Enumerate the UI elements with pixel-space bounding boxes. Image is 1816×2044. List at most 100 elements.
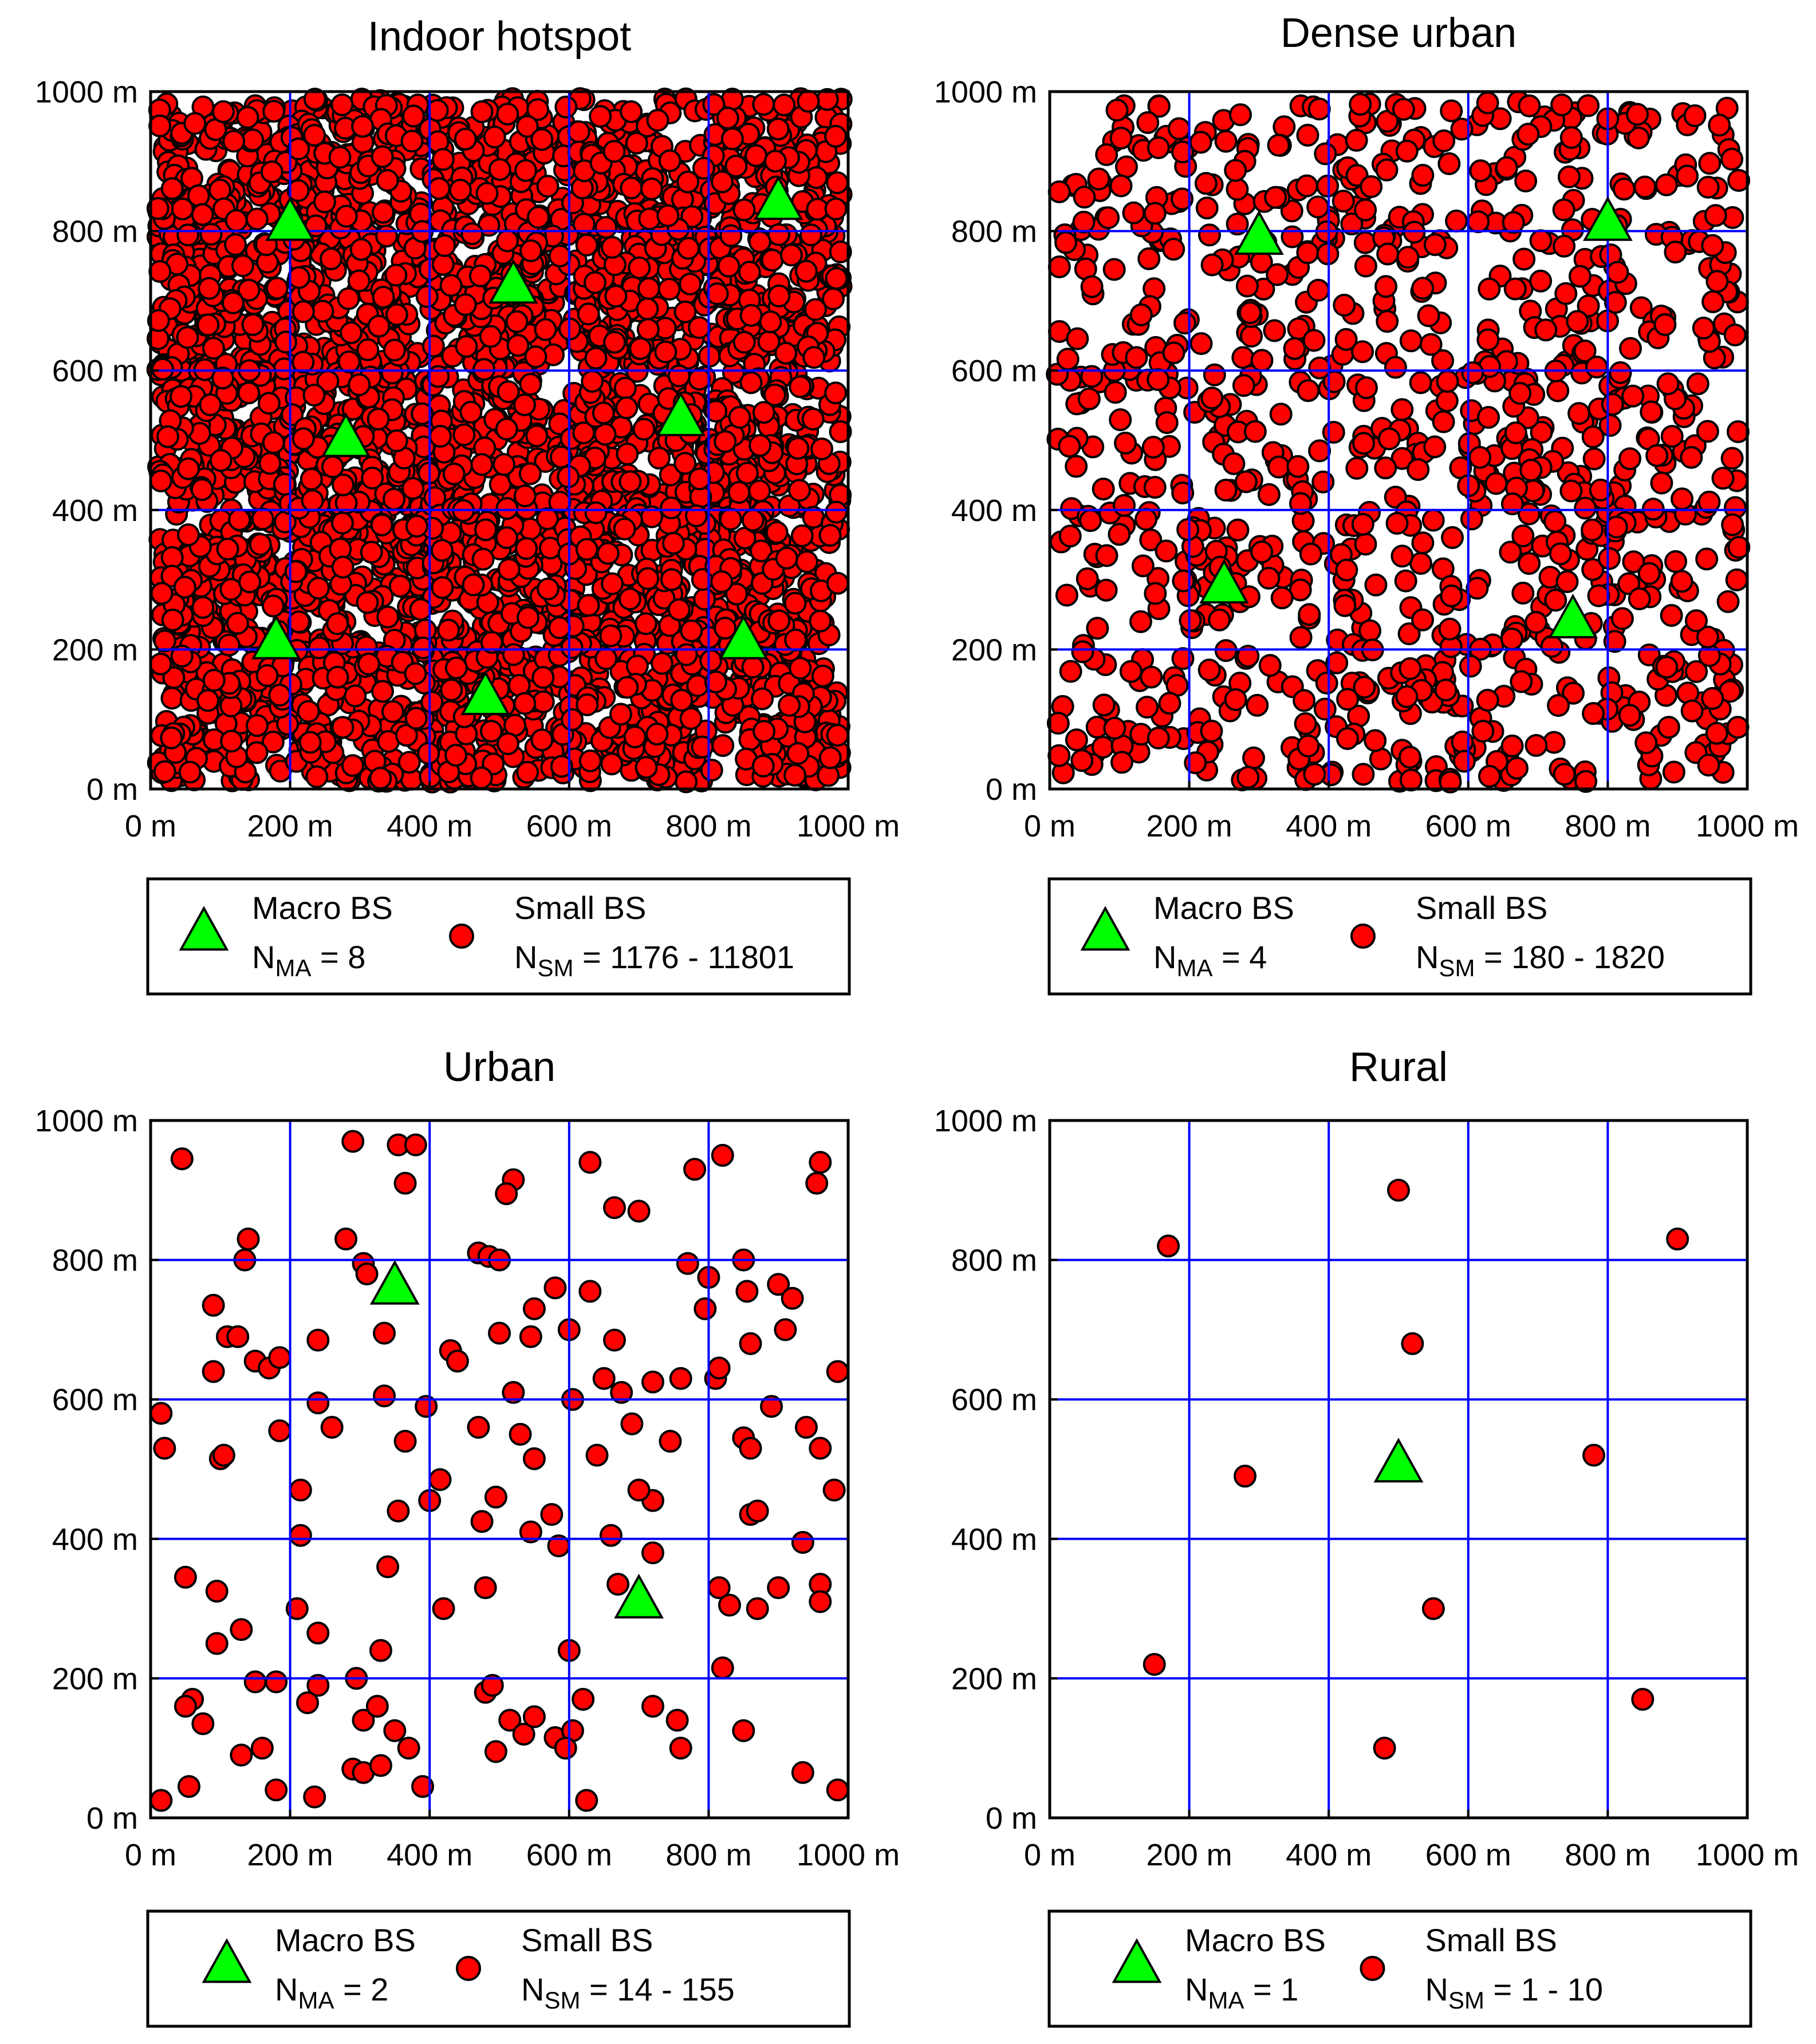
y-tick-label: 800 m — [52, 215, 138, 249]
small-bs-point — [1676, 164, 1699, 188]
small-bs-point — [522, 1297, 546, 1320]
small-bs-point — [462, 573, 485, 597]
small-bs-point — [1686, 372, 1709, 396]
small-bs-point — [348, 373, 371, 396]
small-bs-point — [428, 1468, 452, 1491]
small-bs-point — [1434, 678, 1457, 702]
small-bs-point — [496, 229, 519, 252]
small-bs-point — [641, 1541, 664, 1565]
small-bs-point — [265, 1670, 288, 1694]
small-bs-point — [320, 247, 343, 271]
small-bs-point — [306, 1621, 330, 1645]
small-bs-point — [714, 430, 737, 453]
small-bs-point — [1136, 696, 1159, 719]
small-bs-point — [1671, 487, 1694, 511]
small-bs-point — [373, 1384, 396, 1408]
small-bs-point — [439, 274, 463, 297]
small-bs-point — [178, 760, 202, 784]
small-bs-point — [601, 236, 624, 259]
legend-macro-label: Macro BS — [275, 1922, 416, 1958]
small-bs-point — [1634, 731, 1658, 755]
small-bs-point — [1478, 764, 1501, 788]
small-bs-point — [818, 746, 842, 770]
small-bs-point — [265, 277, 289, 300]
small-bs-point — [1354, 254, 1377, 278]
small-bs-point — [1390, 544, 1414, 568]
small-bs-point — [1476, 405, 1500, 429]
small-bs-point — [1704, 204, 1727, 227]
small-bs-point — [1407, 458, 1430, 482]
small-bs-point — [790, 524, 814, 547]
small-bs-point — [809, 609, 832, 633]
small-bs-point — [1194, 172, 1218, 195]
small-bs-point — [430, 539, 454, 562]
small-bs-point — [728, 405, 751, 429]
small-bs-point — [1143, 1653, 1166, 1676]
small-bs-point — [1147, 368, 1170, 391]
small-bs-point — [1311, 470, 1335, 494]
small-bs-point — [706, 282, 729, 306]
small-bs-point — [268, 1346, 291, 1370]
small-bs-point — [409, 598, 432, 621]
small-bs-point — [385, 303, 408, 326]
small-bs-point — [627, 1478, 651, 1502]
small-bs-point — [1147, 727, 1170, 750]
small-bs-point — [1162, 238, 1185, 261]
small-bs-point — [1266, 263, 1289, 286]
small-bs-point — [153, 760, 176, 783]
small-bs-point — [534, 318, 557, 341]
small-bs-point — [1234, 470, 1258, 494]
small-bs-point — [1726, 420, 1750, 444]
small-bs-point — [251, 507, 274, 531]
small-bs-point — [604, 285, 628, 308]
small-bs-point — [1411, 531, 1435, 555]
small-bs-point — [1529, 269, 1553, 293]
y-tick-label: 1000 m — [35, 75, 138, 109]
small-bs-point — [191, 595, 215, 619]
small-bs-point — [153, 629, 176, 653]
small-bs-point — [1696, 420, 1719, 443]
small-bs-point — [289, 1478, 312, 1502]
small-bs-point — [675, 643, 698, 666]
small-bs-point — [196, 689, 220, 712]
small-bs-point — [187, 184, 210, 207]
small-bs-point — [431, 148, 455, 171]
small-bs-point — [349, 238, 373, 261]
small-bs-point — [1200, 386, 1224, 410]
small-bs-point — [761, 248, 784, 272]
y-tick-label: 1000 m — [35, 1104, 138, 1138]
y-tick-label: 0 m — [86, 772, 138, 807]
small-bs-point — [1549, 542, 1572, 566]
small-bs-point — [148, 114, 172, 137]
y-tick-label: 400 m — [52, 1522, 138, 1557]
small-bs-point — [196, 313, 220, 337]
small-bs-point — [173, 575, 196, 599]
small-bs-point — [221, 291, 245, 315]
small-bs-point — [291, 427, 315, 451]
small-bs-point — [1440, 584, 1463, 607]
small-bs-point — [474, 1576, 497, 1600]
small-bs-point — [1173, 311, 1196, 335]
small-bs-point — [735, 461, 759, 485]
small-bs-point — [1510, 670, 1533, 693]
small-bs-point — [1147, 136, 1170, 159]
small-bs-point — [1432, 410, 1455, 433]
small-bs-point — [1077, 387, 1101, 411]
small-bs-point — [711, 1656, 734, 1680]
legend-small-label: Small BS — [514, 890, 646, 926]
small-bs-point — [313, 190, 336, 214]
small-bs-point — [767, 609, 791, 633]
small-bs-point — [1257, 566, 1281, 590]
small-bs-point — [1158, 692, 1181, 715]
small-bs-point — [794, 259, 818, 283]
small-bs-point — [1577, 94, 1600, 117]
small-bs-point — [262, 431, 285, 455]
small-bs-point — [1518, 94, 1541, 117]
small-bs-point — [483, 125, 506, 149]
small-bs-point — [1307, 97, 1331, 121]
small-bs-point — [1409, 371, 1432, 394]
small-bs-point — [1525, 611, 1548, 634]
small-bs-point — [620, 100, 643, 124]
small-bs-point — [567, 120, 590, 144]
small-bs-point — [1059, 660, 1082, 683]
